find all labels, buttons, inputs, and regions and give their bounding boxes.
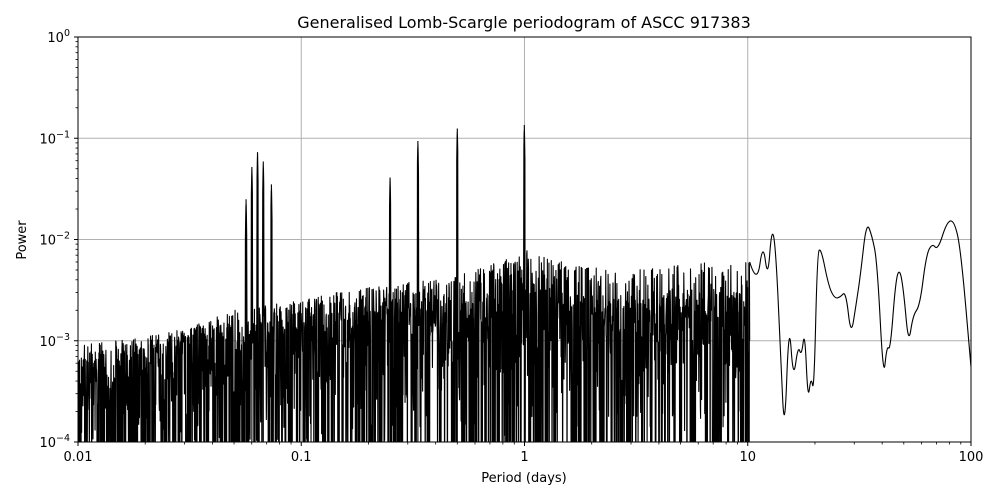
y-axis: 100 10−1 10−2 10−3 10−4 bbox=[39, 28, 78, 451]
x-tick-label: 10 bbox=[739, 450, 756, 465]
y-tick-label: 10−2 bbox=[39, 231, 70, 249]
y-axis-label: Power bbox=[15, 220, 30, 260]
periodogram-line bbox=[78, 125, 971, 442]
y-tick-label: 10−1 bbox=[39, 129, 70, 147]
x-axis-label: Period (days) bbox=[481, 471, 567, 486]
x-axis: 0.01 0.1 1 10 100 bbox=[64, 442, 984, 465]
y-tick-label: 100 bbox=[47, 28, 70, 46]
x-tick-label: 100 bbox=[959, 450, 984, 465]
y-tick-label: 10−4 bbox=[39, 433, 70, 451]
y-tick-label: 10−3 bbox=[39, 332, 70, 350]
x-tick-label: 1 bbox=[520, 450, 528, 465]
chart-title: Generalised Lomb-Scargle periodogram of … bbox=[297, 13, 751, 32]
x-tick-label: 0.01 bbox=[64, 450, 93, 465]
x-tick-label: 0.1 bbox=[291, 450, 312, 465]
